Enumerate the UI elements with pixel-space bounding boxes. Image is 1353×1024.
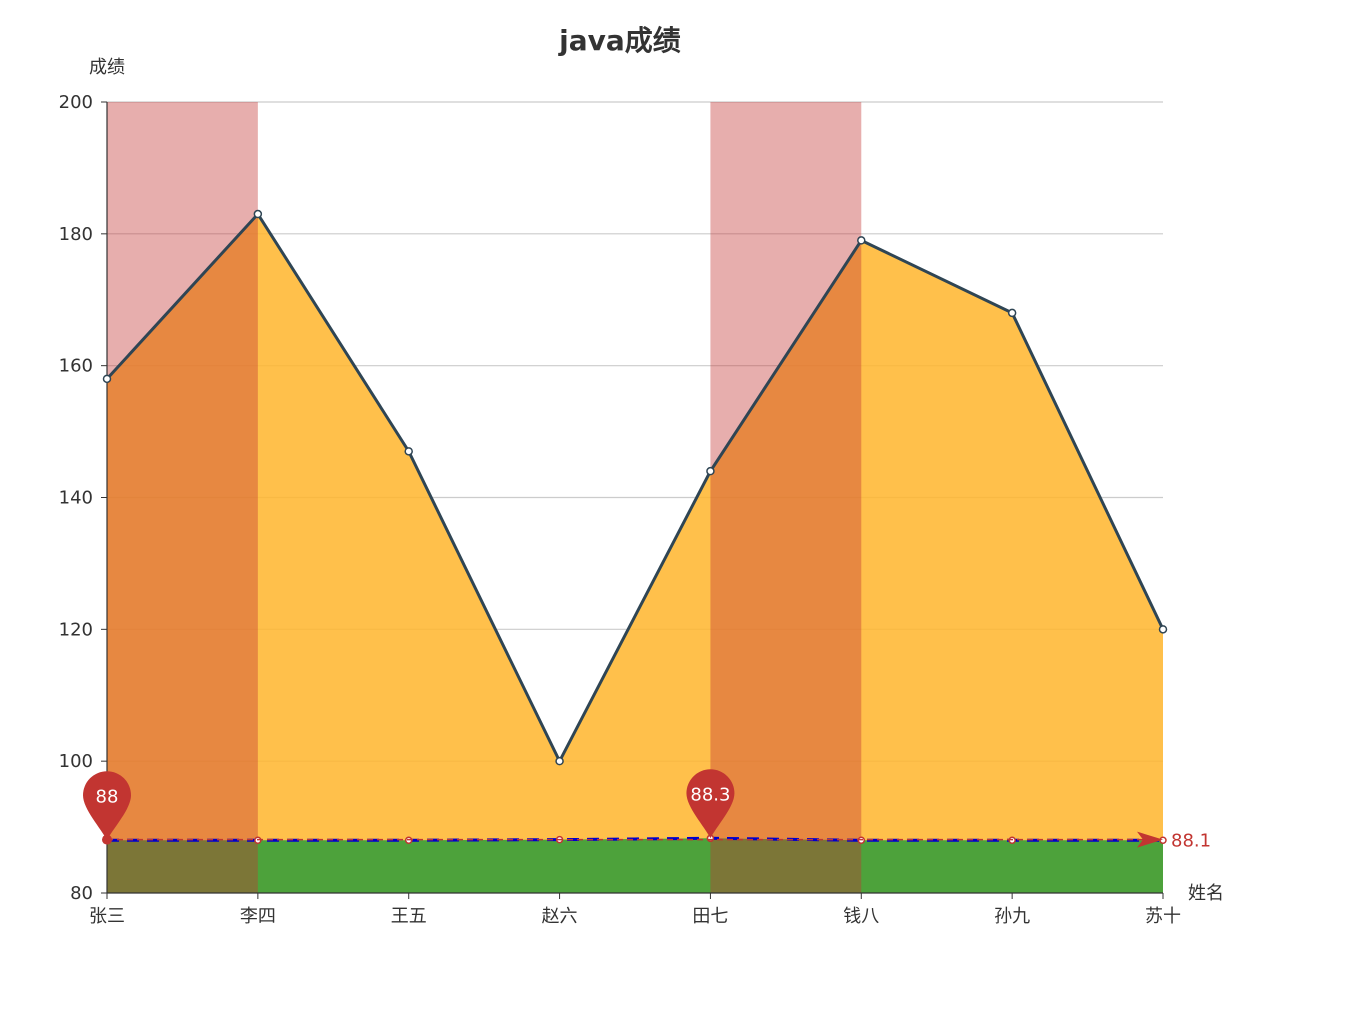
series-2-area [107, 838, 1163, 893]
mark-point-label: 88 [96, 786, 119, 807]
series-1-area [107, 214, 1163, 893]
series-1-point [404, 447, 413, 456]
y-tick-label: 200 [59, 92, 93, 113]
x-tick-label: 赵六 [542, 906, 578, 927]
mark-area [107, 102, 258, 893]
y-tick-label: 140 [59, 488, 93, 509]
series-1-point [1158, 625, 1168, 634]
series-1-point [706, 466, 715, 476]
mark-point-label: 88.3 [690, 784, 730, 805]
x-tick-label: 王五 [391, 906, 427, 927]
mark-line-label: 88.1 [1171, 831, 1211, 852]
series-1-point [1007, 308, 1017, 318]
y-tick-label: 180 [59, 224, 93, 245]
mark-area [710, 102, 862, 893]
series-1-point [857, 236, 866, 245]
series-2-point [1159, 836, 1167, 845]
y-tick-label: 120 [59, 619, 93, 640]
series-1-point [253, 209, 263, 219]
y-tick-label: 100 [59, 751, 93, 772]
x-axis-label: 姓名 [1188, 883, 1224, 904]
mark-line-arrow [1137, 831, 1163, 848]
x-tick-label: 张三 [89, 906, 125, 927]
series-1-point [102, 374, 112, 384]
x-tick-label: 苏十 [1145, 906, 1181, 927]
chart-title: java成绩 [558, 24, 681, 57]
x-tick-label: 田七 [692, 906, 728, 927]
series-1-line [105, 211, 1165, 765]
x-tick-label: 李四 [240, 906, 276, 927]
mark-point-pin [686, 769, 735, 839]
x-tick-label: 孙九 [994, 906, 1030, 927]
y-axis-label: 成绩 [89, 57, 125, 78]
series-1-point [555, 756, 564, 766]
series-2-line [107, 836, 1163, 842]
y-tick-label: 80 [70, 883, 93, 904]
y-tick-label: 160 [59, 356, 93, 377]
mark-point-pin [83, 771, 131, 841]
x-tick-label: 钱八 [843, 906, 879, 927]
